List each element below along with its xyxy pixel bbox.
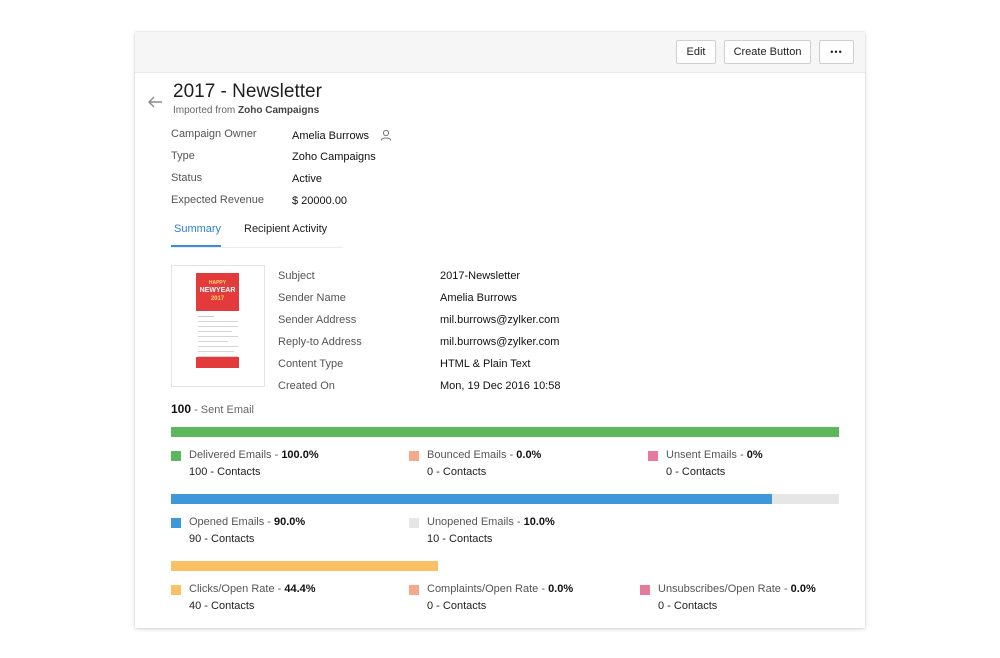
delivered-label: Delivered Emails - 100.0% [189,449,319,461]
page-title: 2017 - Newsletter [173,81,322,102]
field-value-expected-revenue: $ 20000.00 [292,195,348,207]
opened-contacts: 90 - Contacts [189,533,255,545]
banner-line-2: NEWYEAR [199,287,236,294]
field-label-campaign-owner: Campaign Owner [171,128,257,140]
unsent-contacts: 0 - Contacts [666,466,726,478]
field-label-type: Type [171,150,195,162]
complaints-swatch [409,585,419,595]
bounced-label: Bounced Emails - 0.0% [427,449,542,461]
top-toolbar: Edit Create Button ••• [135,32,865,73]
detail-label-sender-name: Sender Name [278,292,346,304]
delivered-fill [171,427,839,437]
detail-label-created-on: Created On [278,380,335,392]
campaign-owner-name: Amelia Burrows [292,130,370,142]
campaign-card: Edit Create Button ••• 2017 - Newsletter… [135,32,865,628]
clicks-contacts: 40 - Contacts [189,600,255,612]
clicks-fill [171,561,439,571]
detail-label-subject: Subject [278,270,315,282]
opens-progress-bar [171,494,839,504]
unsubscribes-label: Unsubscribes/Open Rate - 0.0% [658,583,816,595]
subtitle-source: Zoho Campaigns [238,105,320,116]
banner-line-3: 2017 [210,296,225,302]
user-icon[interactable] [380,129,392,144]
field-value-status: Active [292,173,322,185]
detail-value-reply-to-address: mil.burrows@zylker.com [440,336,560,348]
field-value-type: Zoho Campaigns [292,151,376,163]
edit-button[interactable]: Edit [676,40,716,64]
detail-value-content-type: HTML & Plain Text [440,358,531,370]
tab-summary[interactable]: Summary [174,223,222,235]
detail-label-sender-address: Sender Address [278,314,357,326]
complaints-label: Complaints/Open Rate - 0.0% [427,583,574,595]
delivered-swatch [171,451,181,461]
thumbnail-footer-bar [196,357,239,368]
clicks-progress-bar [171,561,839,571]
subtitle-prefix: Imported from [173,105,239,116]
unsent-swatch [648,451,658,461]
clicks-label: Clicks/Open Rate - 44.4% [189,583,316,595]
banner-line-1: HAPPY [208,280,227,286]
unsent-label: Unsent Emails - 0% [666,449,763,461]
field-value-campaign-owner: Amelia Burrows [292,129,392,144]
delivered-contacts: 100 - Contacts [189,466,261,478]
unopened-contacts: 10 - Contacts [427,533,493,545]
sent-email-label: - Sent Email [191,404,254,416]
sent-email-count: 100 [171,402,192,416]
field-label-status: Status [171,172,203,184]
delivery-progress-bar [171,427,839,437]
create-button-button[interactable]: Create Button [724,40,811,64]
page-subtitle: Imported from Zoho Campaigns [173,105,319,116]
unsubscribes-contacts: 0 - Contacts [658,600,718,612]
more-options-button[interactable]: ••• [819,40,854,64]
unsubscribes-swatch [640,585,650,595]
opened-swatch [171,518,181,528]
back-arrow-icon[interactable] [147,94,163,110]
tabs-divider [171,247,343,248]
newsletter-banner: HAPPY NEWYEAR 2017 [196,273,239,311]
tab-recipient-activity[interactable]: Recipient Activity [244,223,328,235]
detail-label-content-type: Content Type [278,358,344,370]
clicks-swatch [171,585,181,595]
unopened-swatch [409,518,419,528]
email-preview-thumbnail[interactable]: HAPPY NEWYEAR 2017 [171,265,265,387]
field-label-expected-revenue: Expected Revenue [171,194,264,206]
unopened-label: Unopened Emails - 10.0% [427,516,555,528]
detail-value-created-on: Mon, 19 Dec 2016 10:58 [440,380,561,392]
sent-email-summary: 100 - Sent Email [171,402,254,416]
complaints-contacts: 0 - Contacts [427,600,487,612]
detail-value-sender-address: mil.burrows@zylker.com [440,314,560,326]
detail-label-reply-to-address: Reply-to Address [278,336,362,348]
detail-value-sender-name: Amelia Burrows [440,292,518,304]
tab-active-indicator [171,245,221,247]
opened-fill [171,494,773,504]
opened-label: Opened Emails - 90.0% [189,516,306,528]
detail-value-subject: 2017-Newsletter [440,270,521,282]
bounced-swatch [409,451,419,461]
bounced-contacts: 0 - Contacts [427,466,487,478]
